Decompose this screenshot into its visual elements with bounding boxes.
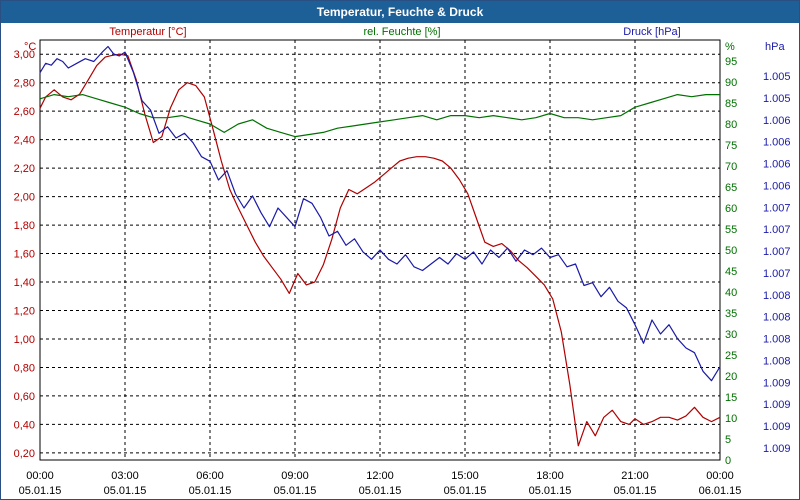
pressure-tick-label: 1.008: [763, 312, 791, 324]
humidity-tick-label: 80: [725, 119, 737, 131]
temperature-tick-label: 2,40: [14, 135, 35, 147]
temperature-tick-label: 2,20: [14, 163, 35, 175]
humidity-tick-label: 35: [725, 308, 737, 320]
humidity-tick-label: 65: [725, 182, 737, 194]
temperature-tick-label: 1,60: [14, 249, 35, 261]
humidity-tick-label: 10: [725, 413, 737, 425]
temperature-tick-label: 2,60: [14, 106, 35, 118]
humidity-tick-label: 5: [725, 434, 731, 446]
pressure-tick-label: 1.008: [763, 334, 791, 346]
pressure-tick-label: 1.006: [763, 159, 791, 171]
pressure-tick-label: 1.008: [763, 355, 791, 367]
humidity-tick-label: 25: [725, 350, 737, 362]
humidity-tick-label: 55: [725, 224, 737, 236]
x-tick-date: 05.01.15: [359, 485, 402, 497]
temperature-unit-label: °C: [24, 41, 36, 53]
pressure-tick-label: 1.005: [763, 71, 791, 83]
pressure-tick-label: 1.005: [763, 93, 791, 105]
temperature-tick-label: 1,20: [14, 306, 35, 318]
humidity-tick-label: 90: [725, 77, 737, 89]
legend-humidity: rel. Feuchte [%]: [363, 26, 440, 38]
x-tick-time: 06:00: [196, 470, 224, 482]
legend-temperature: Temperatur [°C]: [109, 26, 186, 38]
temperature-tick-label: 2,80: [14, 78, 35, 90]
humidity-tick-label: 40: [725, 287, 737, 299]
pressure-tick-label: 1.009: [763, 443, 791, 455]
x-tick-date: 05.01.15: [189, 485, 232, 497]
humidity-tick-label: 50: [725, 245, 737, 257]
temperature-tick-label: 1,00: [14, 334, 35, 346]
pressure-tick-label: 1.007: [763, 246, 791, 258]
temperature-tick-label: 0,20: [14, 448, 35, 460]
humidity-tick-label: 15: [725, 392, 737, 404]
chart-title: Temperatur, Feuchte & Druck: [1, 1, 799, 23]
pressure-tick-label: 1.006: [763, 180, 791, 192]
pressure-tick-label: 1.006: [763, 115, 791, 127]
x-tick-date: 05.01.15: [19, 485, 62, 497]
legend-pressure: Druck [hPa]: [623, 26, 680, 38]
pressure-tick-label: 1.006: [763, 137, 791, 149]
humidity-tick-label: 0: [725, 455, 731, 467]
humidity-tick-label: 95: [725, 56, 737, 68]
humidity-tick-label: 85: [725, 98, 737, 110]
x-tick-time: 15:00: [451, 470, 479, 482]
pressure-tick-label: 1.007: [763, 268, 791, 280]
temperature-tick-label: 0,40: [14, 419, 35, 431]
humidity-tick-label: 20: [725, 371, 737, 383]
x-tick-time: 21:00: [621, 470, 649, 482]
x-tick-date: 06.01.15: [699, 485, 742, 497]
pressure-tick-label: 1.009: [763, 421, 791, 433]
temperature-tick-label: 3,00: [14, 49, 35, 61]
x-tick-time: 00:00: [706, 470, 734, 482]
x-tick-time: 09:00: [281, 470, 309, 482]
x-tick-date: 05.01.15: [104, 485, 147, 497]
pressure-tick-label: 1.007: [763, 224, 791, 236]
temperature-tick-label: 2,00: [14, 192, 35, 204]
pressure-series-line: [39, 45, 721, 382]
humidity-tick-label: 75: [725, 140, 737, 152]
pressure-tick-label: 1.008: [763, 290, 791, 302]
humidity-tick-label: 70: [725, 161, 737, 173]
pressure-tick-label: 1.007: [763, 202, 791, 214]
pressure-tick-label: 1.009: [763, 377, 791, 389]
x-tick-date: 05.01.15: [444, 485, 487, 497]
temperature-tick-label: 1,80: [14, 220, 35, 232]
x-tick-time: 03:00: [111, 470, 139, 482]
x-tick-time: 18:00: [536, 470, 564, 482]
pressure-tick-label: 1.009: [763, 399, 791, 411]
x-tick-time: 12:00: [366, 470, 394, 482]
humidity-tick-label: 60: [725, 203, 737, 215]
temperature-series-line: [39, 53, 721, 447]
pressure-unit-label: hPa: [765, 41, 785, 53]
humidity-tick-label: 30: [725, 329, 737, 341]
x-tick-time: 00:00: [26, 470, 54, 482]
humidity-unit-label: %: [725, 41, 735, 53]
x-tick-date: 05.01.15: [274, 485, 317, 497]
humidity-tick-label: 45: [725, 266, 737, 278]
x-tick-date: 05.01.15: [614, 485, 657, 497]
temperature-tick-label: 0,60: [14, 391, 35, 403]
temperature-tick-label: 1,40: [14, 277, 35, 289]
temperature-tick-label: 0,80: [14, 362, 35, 374]
x-tick-date: 05.01.15: [529, 485, 572, 497]
